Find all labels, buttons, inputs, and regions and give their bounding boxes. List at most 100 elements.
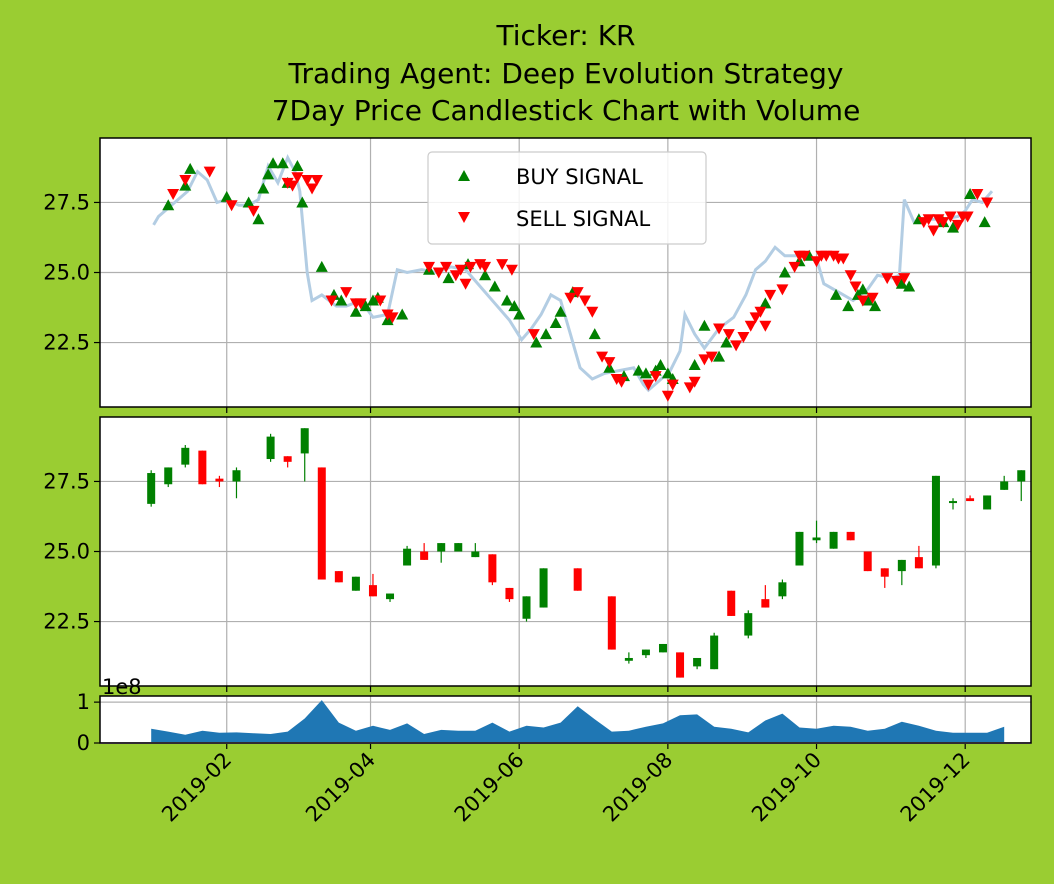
buy-signal-marker-11 [291, 160, 304, 172]
sell-signal-marker-49 [737, 331, 750, 343]
candle-body-16 [437, 543, 446, 552]
sell-signal-marker-59 [810, 256, 823, 268]
sell-signal-marker-68 [866, 292, 879, 304]
candle-body-33 [761, 599, 770, 608]
sell-signal-marker-22 [454, 264, 467, 276]
sell-signal-marker-75 [932, 214, 945, 226]
sell-signal-marker-40 [661, 390, 674, 402]
volume-area [151, 700, 1005, 743]
volume-panel: 0 1 1e8 [77, 675, 1032, 755]
candle-body-19 [488, 554, 497, 583]
buy-signal-marker-62 [947, 221, 960, 233]
sell-signal-marker-17 [386, 312, 399, 324]
sell-signal-marker-54 [764, 289, 777, 301]
sell-signal-marker-12 [340, 287, 353, 299]
candle-body-6 [266, 436, 275, 460]
sell-signal-marker-11 [325, 295, 338, 307]
buy-signal-marker-63 [964, 188, 977, 200]
sell-signal-marker-39 [649, 371, 662, 383]
buy-signal-marker-4 [242, 196, 255, 208]
buy-signal-marker-42 [661, 367, 674, 379]
sell-signal-marker-28 [505, 264, 518, 276]
buy-signal-marker-33 [554, 305, 567, 317]
signal-ytick-label-0: 22.5 [43, 331, 90, 355]
buy-signal-marker-9 [276, 157, 289, 169]
sell-signal-marker-70 [890, 275, 903, 287]
candle-body-22 [539, 568, 548, 608]
sell-signal-marker-16 [381, 309, 394, 321]
buy-signal-marker-38 [632, 364, 645, 376]
candle-body-7 [283, 456, 292, 462]
sell-signal-marker-73 [922, 214, 935, 226]
sell-signal-marker-10 [310, 175, 323, 187]
candle-body-40 [880, 568, 889, 577]
sell-signal-marker-80 [961, 211, 974, 223]
candle-body-21 [522, 596, 531, 619]
buy-signal-marker-31 [540, 328, 553, 340]
sell-signal-marker-5 [281, 177, 294, 189]
volume-scale-label: 1e8 [102, 675, 142, 699]
candle-body-1 [164, 467, 173, 485]
volume-ytick-label-1: 1 [77, 690, 90, 714]
sell-signal-marker-9 [306, 183, 319, 195]
candle-body-18 [471, 551, 480, 558]
sell-signal-marker-62 [827, 250, 840, 262]
legend-sell-label: SELL SIGNAL [516, 207, 651, 231]
candle-body-48 [1017, 470, 1026, 482]
buy-signal-marker-53 [842, 300, 855, 312]
candle-ytick-label-2: 27.5 [43, 469, 90, 493]
sell-signal-marker-32 [578, 295, 591, 307]
candle-body-31 [727, 590, 736, 616]
chart-title: Ticker: KR Trading Agent: Deep Evolution… [272, 19, 861, 127]
legend-box [427, 151, 707, 245]
sell-signal-marker-51 [749, 312, 762, 324]
title-line-1: Ticker: KR [495, 19, 635, 52]
sell-signal-marker-21 [449, 270, 462, 282]
sell-signal-marker-45 [705, 351, 718, 363]
sell-signal-marker-81 [971, 189, 984, 201]
buy-signal-marker-47 [720, 336, 733, 348]
candle-body-43 [931, 475, 940, 566]
sell-signal-marker-46 [713, 323, 726, 335]
volume-ytick-label-0: 0 [77, 731, 90, 755]
buy-signal-marker-15 [335, 294, 348, 306]
buy-signal-marker-8 [267, 157, 280, 169]
candle-body-10 [334, 571, 343, 583]
candle-body-12 [368, 585, 377, 597]
sell-signal-marker-66 [849, 281, 862, 293]
signal-panel: 22.5 25.0 27.5 BUY SIGNAL SELL SIGNAL [43, 137, 1032, 413]
buy-signal-marker-58 [895, 277, 908, 289]
candle-body-24 [607, 596, 616, 650]
candle-body-26 [641, 649, 650, 656]
sell-signal-marker-4 [247, 205, 260, 217]
signal-frame [99, 137, 1032, 408]
candle-body-11 [351, 576, 360, 591]
sell-signal-marker-69 [881, 273, 894, 285]
sell-signal-marker-8 [301, 175, 314, 187]
candle-body-17 [454, 543, 463, 552]
sell-signal-marker-71 [898, 273, 911, 285]
candle-body-9 [317, 467, 326, 580]
candle-body-39 [863, 551, 872, 572]
candle-body-30 [710, 635, 719, 670]
xtick-label-1: 2019-04 [301, 748, 380, 827]
xtick-label-5: 2019-12 [896, 748, 975, 827]
sell-signal-marker-64 [837, 253, 850, 265]
xtick-label-4: 2019-10 [747, 748, 826, 827]
buy-signal-marker-41 [654, 358, 667, 370]
candle-body-46 [983, 495, 992, 510]
buy-signal-marker-25 [479, 269, 492, 281]
candle-body-44 [949, 501, 958, 504]
sell-signal-marker-33 [586, 306, 599, 318]
buy-signal-marker-5 [252, 213, 265, 225]
sell-signal-marker-53 [759, 320, 772, 332]
candle-frame [99, 416, 1032, 687]
signal-ytick-label-2: 27.5 [43, 190, 90, 214]
sell-signal-marker-1 [179, 175, 192, 187]
buy-signal-marker-6 [257, 182, 270, 194]
candle-body-25 [624, 657, 633, 661]
buy-signal-marker-0 [162, 199, 175, 211]
buy-signal-marker-49 [778, 266, 791, 278]
date-axis: 2019-02 2019-04 2019-06 2019-08 2019-10 2019-… [157, 748, 974, 827]
